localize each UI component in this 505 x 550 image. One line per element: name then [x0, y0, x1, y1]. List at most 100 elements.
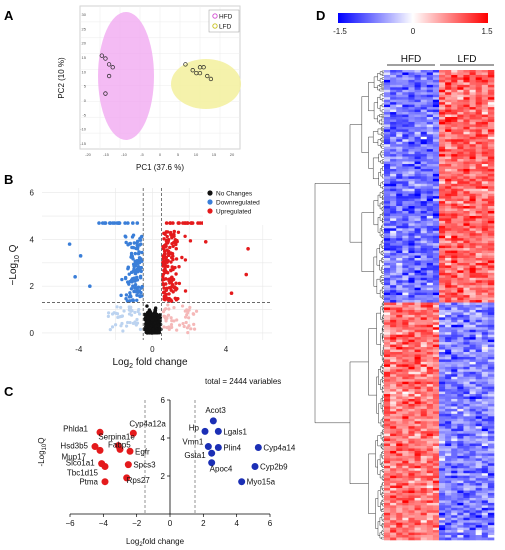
heatmap-cell: [463, 144, 470, 147]
heatmap-cell: [414, 131, 421, 135]
heatmap-cell: [390, 347, 397, 350]
heatmap-cell: [432, 374, 440, 378]
heatmap-cell: [481, 258, 489, 261]
heatmap-cell: [463, 275, 470, 279]
heatmap-cell: [439, 213, 446, 217]
heatmap-cell: [390, 119, 397, 123]
heatmap-cell: [445, 230, 452, 234]
heatmap-cell: [469, 327, 476, 331]
heatmap-cell: [439, 77, 446, 81]
heatmap-cell: [487, 309, 495, 313]
heatmap-cell: [439, 352, 446, 355]
heatmap-cell: [408, 161, 415, 165]
heatmap-cell: [384, 386, 391, 390]
heatmap-cell: [402, 228, 409, 232]
heatmap-cell: [402, 193, 409, 197]
heatmap-cell: [475, 112, 483, 115]
heatmap-cell: [384, 287, 391, 291]
heatmap-cell: [475, 240, 483, 244]
heatmap-cell: [481, 436, 489, 439]
heatmap-cell: [463, 258, 470, 261]
heatmap-cell: [457, 144, 464, 147]
top-genes-y-tick: 4: [161, 434, 166, 443]
heatmap-cell: [475, 361, 483, 365]
heatmap-cell: [487, 374, 495, 378]
heatmap-cell: [445, 275, 452, 279]
heatmap-cell: [432, 129, 440, 133]
heatmap-cell: [402, 396, 409, 400]
heatmap-cell: [420, 295, 428, 298]
heatmap-cell: [439, 418, 446, 422]
volcano-point-faint: [166, 313, 171, 317]
heatmap-cell: [445, 386, 452, 390]
heatmap-cell: [402, 253, 409, 256]
heatmap-cell: [469, 228, 476, 232]
heatmap-cell: [487, 394, 495, 397]
heatmap-cell: [439, 369, 446, 373]
heatmap-cell: [426, 79, 434, 83]
heatmap-cell: [463, 213, 470, 217]
heatmap-cell: [390, 238, 397, 241]
heatmap-cell: [426, 228, 434, 232]
heatmap-cell: [414, 74, 421, 78]
heatmap-cell: [396, 70, 403, 73]
heatmap-cell: [481, 354, 489, 358]
heatmap-cell: [408, 300, 415, 303]
volcano-point-faint: [189, 327, 193, 331]
heatmap-cell: [451, 267, 458, 271]
heatmap-cell: [402, 107, 409, 110]
heatmap-cell: [414, 243, 421, 246]
heatmap-cell: [487, 305, 495, 308]
heatmap-cell: [451, 384, 458, 387]
pca-y-tick: 5: [84, 84, 87, 89]
heatmap-cell: [445, 131, 452, 135]
heatmap-cell: [396, 77, 403, 81]
legend-lfd-label: LFD: [219, 24, 232, 31]
heatmap-cell: [402, 292, 409, 296]
heatmap-cell: [402, 270, 409, 274]
pca-y-tick: -15: [80, 141, 87, 146]
legend-lfd-marker: [212, 23, 218, 29]
heatmap-cell: [432, 211, 440, 214]
heatmap-cell: [396, 178, 403, 182]
heatmap-cell: [475, 250, 483, 254]
heatmap-cell: [414, 255, 421, 259]
heatmap-cell: [408, 260, 415, 264]
heatmap-cell: [426, 112, 434, 115]
heatmap-cell: [475, 314, 483, 318]
heatmap-cell: [426, 379, 434, 382]
heatmap-cell: [475, 149, 483, 152]
heatmap-cell: [414, 245, 421, 249]
heatmap-cell: [445, 364, 452, 368]
heatmap-cell: [451, 126, 458, 130]
heatmap-cell: [475, 332, 483, 335]
heatmap-cell: [487, 386, 495, 390]
heatmap-cell: [469, 238, 476, 241]
heatmap-cell: [457, 134, 464, 138]
heatmap-cell: [469, 102, 476, 105]
heatmap-cell: [408, 428, 415, 432]
heatmap-cell: [414, 262, 421, 266]
heatmap-cell: [402, 369, 409, 373]
heatmap-cell: [414, 339, 421, 343]
heatmap-cell: [396, 322, 403, 326]
heatmap-cell: [396, 287, 403, 291]
heatmap-cell: [463, 379, 470, 382]
volcano-point-down: [135, 241, 139, 245]
heatmap-cell: [432, 74, 440, 78]
heatmap-cell: [384, 309, 391, 313]
heatmap-cell: [445, 379, 452, 382]
heatmap-cell: [439, 275, 446, 279]
heatmap-cell: [469, 149, 476, 152]
heatmap-cell: [481, 119, 489, 123]
volcano-point-down: [123, 275, 128, 280]
heatmap-cell: [445, 285, 452, 288]
heatmap-cell: [414, 213, 421, 217]
volcano-point-faint: [187, 308, 191, 312]
volcano-point-up: [181, 221, 185, 225]
heatmap-cell: [396, 295, 403, 298]
heatmap-cell: [414, 235, 421, 239]
heatmap-cell: [481, 173, 489, 177]
heatmap-cell: [451, 324, 458, 328]
